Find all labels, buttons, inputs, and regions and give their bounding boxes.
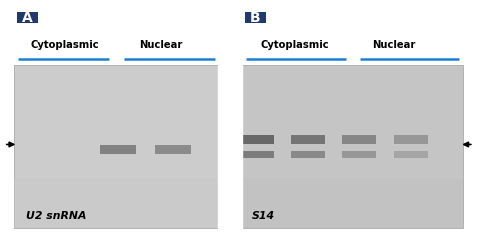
Text: Nuclear: Nuclear [372, 40, 415, 50]
Bar [291, 151, 325, 158]
Bar [242, 65, 463, 228]
Text: B: B [250, 11, 261, 25]
Bar [342, 151, 376, 158]
Bar [245, 12, 265, 23]
Bar [17, 12, 37, 23]
Text: Cytoplasmic: Cytoplasmic [31, 40, 99, 50]
Bar [100, 145, 135, 154]
Bar [342, 135, 376, 144]
Text: U2 snRNA: U2 snRNA [26, 211, 87, 221]
Bar [291, 135, 325, 144]
Text: Cytoplasmic: Cytoplasmic [261, 40, 329, 50]
Bar [14, 179, 218, 228]
Text: Nuclear: Nuclear [139, 40, 182, 50]
Text: S14: S14 [252, 211, 275, 221]
Bar [14, 65, 218, 228]
Text: A: A [22, 11, 33, 25]
Bar [394, 135, 428, 144]
Bar [155, 145, 191, 154]
Bar [240, 135, 274, 144]
Bar [394, 151, 428, 158]
Bar [242, 179, 463, 228]
Bar [240, 151, 274, 158]
